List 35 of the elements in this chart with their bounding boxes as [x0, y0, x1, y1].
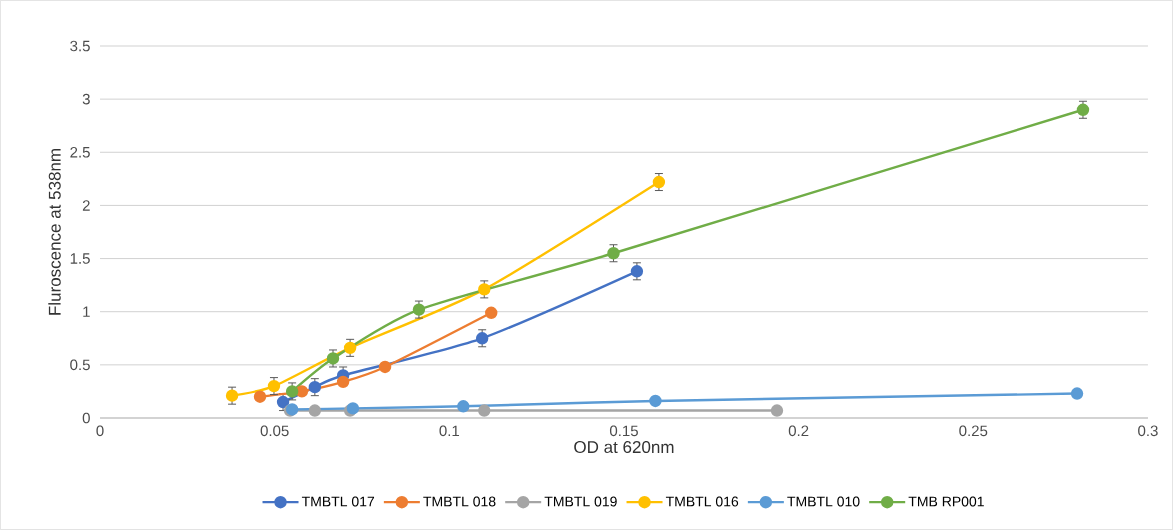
y-tick-label: 0: [82, 412, 90, 424]
y-tick-label: 1: [83, 306, 90, 317]
x-tick-label: 0.15: [609, 425, 638, 437]
x-tick-label: 0.1: [439, 425, 460, 437]
y-tick-label: 2.5: [70, 146, 90, 158]
legend-label: TMBTL 010: [787, 496, 860, 507]
point: [1070, 387, 1084, 400]
y-tick-label: 3.5: [70, 40, 90, 52]
legend-label: TMBTL 016: [665, 496, 739, 507]
legend-label: TMBTL 018: [423, 496, 496, 507]
legend-label: TMBTL 019: [544, 496, 617, 507]
y-tick-label: 2: [82, 200, 90, 211]
point: [649, 394, 662, 408]
point: [607, 247, 620, 260]
point: [478, 404, 491, 417]
y-axis-title: Fluroscence at 538nm: [48, 149, 61, 315]
y-tick-label: 3: [82, 93, 90, 105]
point: [308, 404, 322, 417]
x-tick-label: 0.25: [959, 425, 988, 437]
point: [457, 400, 470, 413]
legend-label: TMBTL 017: [301, 496, 375, 507]
x-tick-label: 0.05: [260, 425, 289, 437]
point: [336, 375, 350, 389]
x-tick-label: 0.2: [788, 425, 809, 437]
point: [378, 360, 392, 374]
y-tick-label: 1.5: [70, 253, 90, 264]
point: [253, 390, 267, 403]
point: [485, 306, 498, 319]
point: [770, 404, 784, 417]
x-tick-label: 0: [96, 425, 104, 437]
x-tick-label: 0.3: [1138, 425, 1158, 437]
legend-label: TMB RP001: [908, 496, 984, 507]
y-tick-label: 0.5: [70, 359, 90, 371]
x-axis-title: OD at 620nm: [574, 441, 674, 454]
point: [295, 385, 309, 398]
